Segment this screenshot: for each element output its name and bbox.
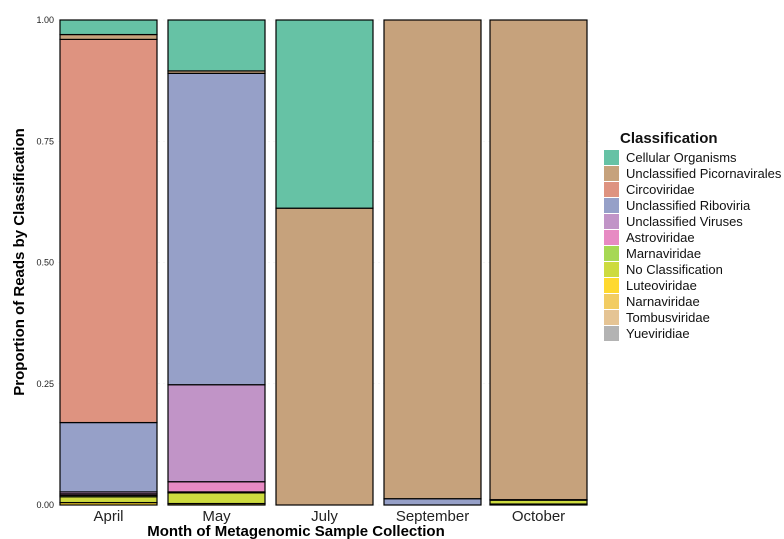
bar-segment-no-classification xyxy=(59,496,158,504)
y-tick-label: 0.75 xyxy=(36,136,54,146)
legend-label: Tombusviridae xyxy=(626,310,710,325)
legend-item-cellular-organisms: Cellular Organisms xyxy=(604,150,737,165)
legend-item-marnaviridae: Marnaviridae xyxy=(604,246,701,261)
y-tick-label: 0.50 xyxy=(36,258,54,268)
bar-july xyxy=(275,19,374,506)
legend-swatch xyxy=(604,198,619,213)
legend-swatch xyxy=(604,246,619,261)
legend-item-no-classification: No Classification xyxy=(604,262,723,277)
legend-label: Astroviridae xyxy=(626,230,695,245)
bar-october xyxy=(489,19,588,506)
legend-swatch xyxy=(604,214,619,229)
legend-swatch xyxy=(604,262,619,277)
legend-swatch xyxy=(604,310,619,325)
y-tick-label: 1.00 xyxy=(36,15,54,25)
legend-label: Marnaviridae xyxy=(626,246,701,261)
bars xyxy=(59,19,588,506)
legend-item-tombusviridae: Tombusviridae xyxy=(604,310,710,325)
legend-item-unclassified-picornavirales: Unclassified Picornavirales xyxy=(604,166,782,181)
legend-label: Yueviridiae xyxy=(626,326,690,341)
legend-label: Circoviridae xyxy=(626,182,695,197)
legend-label: No Classification xyxy=(626,262,723,277)
bar-segment-unclassified-picornavirales xyxy=(383,19,482,500)
bar-segment-unclassified-picornavirales xyxy=(489,19,588,501)
bar-segment-cellular-organisms xyxy=(275,19,374,209)
legend-swatch xyxy=(604,278,619,293)
legend-title: Classification xyxy=(620,130,718,147)
y-tick-label: 0.25 xyxy=(36,379,54,389)
x-tick-label-july: July xyxy=(311,508,338,525)
legend-swatch xyxy=(604,230,619,245)
bar-segment-cellular-organisms xyxy=(59,19,158,36)
legend-item-unclassified-riboviria: Unclassified Riboviria xyxy=(604,198,751,213)
legend-item-circoviridae: Circoviridae xyxy=(604,182,695,197)
bar-segment-unclassified-riboviria xyxy=(383,498,482,506)
x-tick-label-october: October xyxy=(512,508,565,525)
legend-item-narnaviridae: Narnaviridae xyxy=(604,294,700,309)
legend-swatch xyxy=(604,166,619,181)
bar-segment-unclassified-picornavirales xyxy=(275,207,374,506)
legend-item-astroviridae: Astroviridae xyxy=(604,230,695,245)
legend-label: Luteoviridae xyxy=(626,278,697,293)
legend-swatch xyxy=(604,150,619,165)
x-tick-label-may: May xyxy=(202,508,231,525)
bar-segment-astroviridae xyxy=(167,481,266,493)
y-axis-title: Proportion of Reads by Classification xyxy=(11,128,28,396)
bar-segment-unclassified-viruses xyxy=(167,384,266,483)
legend-swatch xyxy=(604,182,619,197)
y-axis: 0.00 0.25 0.50 0.75 1.00 xyxy=(36,15,54,510)
bar-september xyxy=(383,19,482,506)
bar-segment-no-classification xyxy=(167,492,266,505)
legend-item-unclassified-viruses: Unclassified Viruses xyxy=(604,214,743,229)
legend-item-luteoviridae: Luteoviridae xyxy=(604,278,697,293)
legend: Classification Cellular OrganismsUnclass… xyxy=(604,130,782,341)
x-tick-label-september: September xyxy=(396,508,469,525)
bar-may xyxy=(167,19,266,506)
x-tick-label-april: April xyxy=(93,508,123,525)
legend-swatch xyxy=(604,326,619,341)
legend-label: Narnaviridae xyxy=(626,294,700,309)
bar-segment-unclassified-riboviria xyxy=(59,421,158,493)
legend-label: Unclassified Riboviria xyxy=(626,198,751,213)
x-axis: April May July September October xyxy=(93,508,565,525)
x-axis-title: Month of Metagenomic Sample Collection xyxy=(147,523,445,539)
legend-label: Cellular Organisms xyxy=(626,150,737,165)
bar-segment-unclassified-riboviria xyxy=(167,72,266,386)
y-tick-label: 0.00 xyxy=(36,500,54,510)
bar-segment-cellular-organisms xyxy=(167,19,266,72)
legend-label: Unclassified Viruses xyxy=(626,214,743,229)
legend-label: Unclassified Picornavirales xyxy=(626,166,782,181)
bar-april xyxy=(59,19,158,506)
legend-swatch xyxy=(604,294,619,309)
bar-segment-unclassified-picornavirales xyxy=(59,33,158,40)
legend-item-yueviridiae: Yueviridiae xyxy=(604,326,690,341)
bar-segment-circoviridae xyxy=(59,38,158,424)
